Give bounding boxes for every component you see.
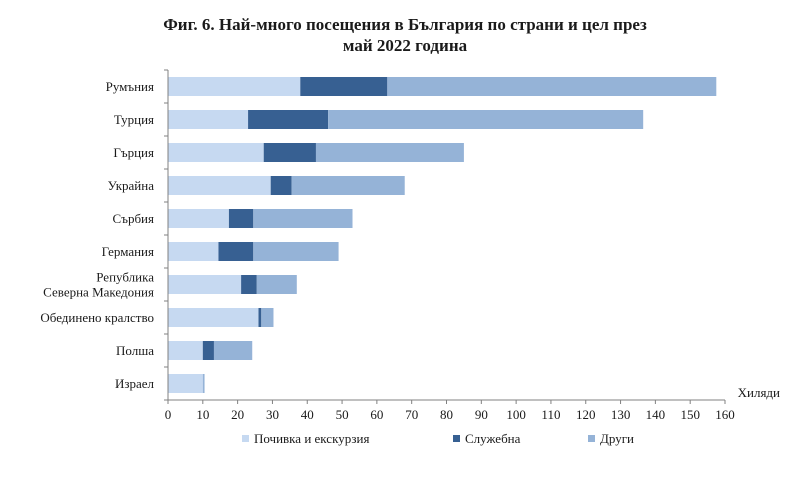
category-label-3: Гърция <box>113 145 154 160</box>
bar-segment-8-series-2 <box>258 308 262 327</box>
bar-segment-5-series-2 <box>228 209 254 228</box>
legend-label-1: Почивка и екскурзия <box>254 431 369 446</box>
x-tick-label-10: 10 <box>196 407 209 422</box>
x-tick-label-30: 30 <box>266 407 279 422</box>
category-label-4: Украйна <box>108 178 155 193</box>
bar-segment-2-series-1 <box>168 110 249 129</box>
bar-segment-4-series-1 <box>168 176 271 195</box>
x-tick-label-120: 120 <box>576 407 596 422</box>
legend-label-2: Служебна <box>465 431 521 446</box>
x-tick-label-110: 110 <box>541 407 560 422</box>
bar-segment-9-series-3 <box>213 341 253 360</box>
category-label-9: Полша <box>116 343 154 358</box>
bar-segment-6-series-2 <box>218 242 254 261</box>
x-tick-label-140: 140 <box>646 407 666 422</box>
x-tick-label-130: 130 <box>611 407 631 422</box>
bar-segment-6-series-1 <box>168 242 219 261</box>
x-tick-label-150: 150 <box>680 407 700 422</box>
category-label-10: Израел <box>115 376 155 391</box>
bar-segment-10-series-3 <box>202 374 205 393</box>
bar-segment-9-series-1 <box>168 341 203 360</box>
bar-segment-2-series-3 <box>328 110 644 129</box>
legend: Почивка и екскурзия Служебна Други <box>242 431 634 446</box>
plot-area: Румъния Турция Гърция Украйна Сърбия Германия… <box>40 69 780 422</box>
category-label-7-line-1: Република <box>96 270 154 285</box>
bar-segment-4-series-3 <box>291 176 405 195</box>
x-tick-label-160: 160 <box>715 407 735 422</box>
bar-segment-3-series-2 <box>263 143 316 162</box>
bar-segment-8-series-3 <box>261 308 274 327</box>
bar-segment-1-series-3 <box>387 77 717 96</box>
x-tick-label-80: 80 <box>440 407 453 422</box>
x-tick-label-0: 0 <box>165 407 172 422</box>
category-label-1: Румъния <box>106 79 154 94</box>
category-label-6: Германия <box>102 244 154 259</box>
category-label-2: Турция <box>114 112 154 127</box>
bar-segment-3-series-3 <box>315 143 464 162</box>
x-tick-label-40: 40 <box>301 407 314 422</box>
legend-swatch-1 <box>242 435 249 442</box>
bar-segment-8-series-1 <box>168 308 259 327</box>
legend-label-3: Други <box>600 431 634 446</box>
bar-segment-7-series-3 <box>256 275 297 294</box>
bar-segment-4-series-2 <box>270 176 292 195</box>
legend-swatch-2 <box>453 435 460 442</box>
x-tick-label-20: 20 <box>231 407 244 422</box>
bar-segment-1-series-2 <box>300 77 388 96</box>
chart-title-line-2: май 2022 година <box>343 36 468 55</box>
bar-segment-10-series-1 <box>168 374 203 393</box>
x-unit-label: Хиляди <box>738 385 780 400</box>
bar-segment-3-series-1 <box>168 143 264 162</box>
bar-segment-1-series-1 <box>168 77 301 96</box>
bar-segment-9-series-2 <box>202 341 214 360</box>
x-tick-label-70: 70 <box>405 407 418 422</box>
category-label-8: Обединено кралство <box>40 310 154 325</box>
x-tick-label-50: 50 <box>336 407 349 422</box>
bar-segment-6-series-3 <box>253 242 339 261</box>
bar-segment-5-series-1 <box>168 209 229 228</box>
bar-segment-2-series-2 <box>248 110 329 129</box>
x-tick-label-100: 100 <box>506 407 526 422</box>
chart-title-line-1: Фиг. 6. Най-много посещения в България п… <box>163 15 647 34</box>
bar-segment-5-series-3 <box>253 209 353 228</box>
category-label-7-line-2: Северна Македония <box>43 285 154 300</box>
bar-segment-7-series-2 <box>241 275 257 294</box>
legend-swatch-3 <box>588 435 595 442</box>
x-tick-label-60: 60 <box>370 407 383 422</box>
category-label-5: Сърбия <box>113 211 154 226</box>
bar-segment-7-series-1 <box>168 275 242 294</box>
x-tick-label-90: 90 <box>475 407 488 422</box>
